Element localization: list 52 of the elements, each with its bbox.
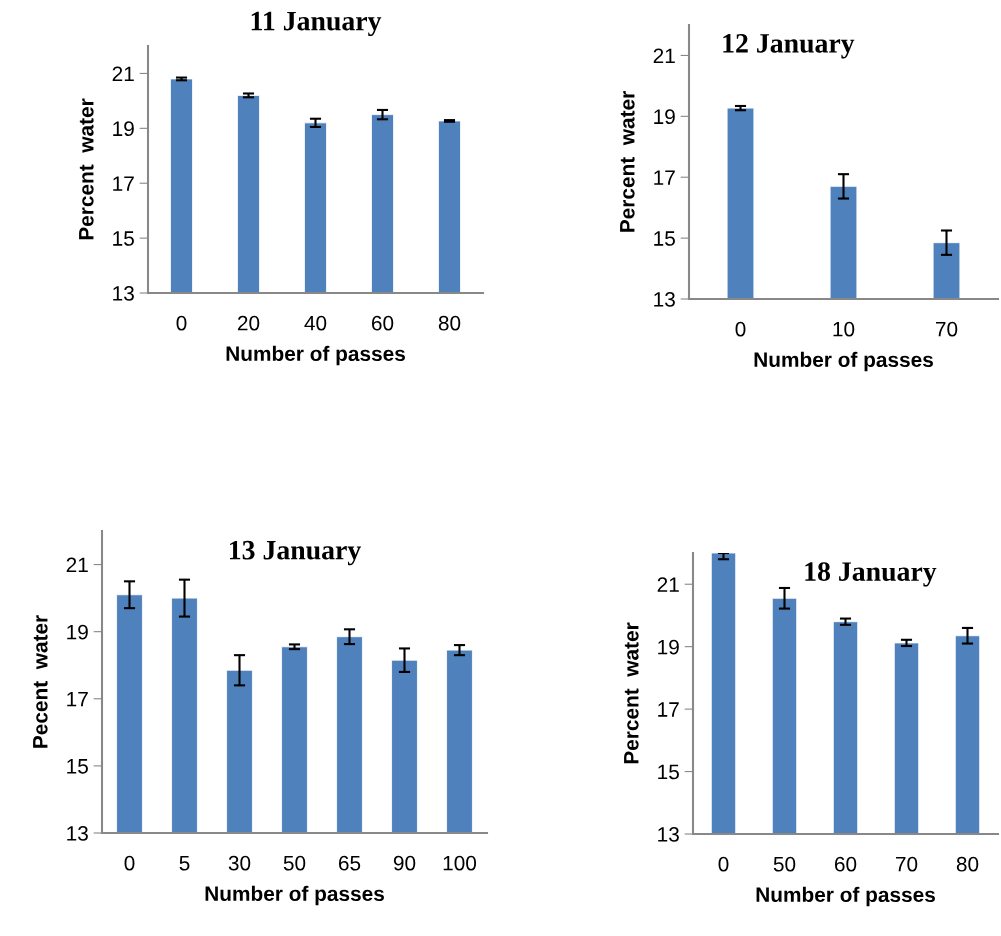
y-tick-label: 19	[658, 639, 679, 655]
y-axis-title: Percent water	[624, 622, 639, 764]
x-tick-label: 60	[371, 315, 394, 331]
x-tick-label: 5	[179, 855, 190, 871]
y-tick-label: 21	[66, 557, 88, 573]
x-tick-label: 20	[237, 315, 260, 331]
chart-title: 11 January	[251, 11, 382, 37]
x-tick-label: 50	[283, 855, 306, 871]
x-axis-title: Number of passes	[754, 351, 933, 372]
y-tick-label: 19	[113, 121, 134, 137]
x-tick-label: 50	[773, 856, 796, 872]
x-tick-label: 0	[735, 321, 746, 337]
y-tick-label: 17	[654, 170, 675, 185]
y-tick-label: 15	[654, 231, 675, 246]
y-axis-title: Percent water	[79, 98, 94, 240]
x-tick-label: 0	[176, 315, 187, 331]
x-tick-label: 60	[834, 856, 857, 872]
y-tick-label: 13	[654, 292, 675, 307]
chart-title: 12 January	[723, 34, 855, 59]
y-tick-label: 17	[113, 176, 134, 191]
y-tick-label: 13	[67, 826, 88, 841]
chart-title: 13 January	[229, 540, 361, 566]
y-tick-label: 13	[113, 286, 134, 301]
y-tick-label: 17	[67, 691, 88, 707]
x-tick-label: 70	[895, 856, 918, 872]
y-axis-title: Percent water	[620, 91, 635, 232]
x-tick-label: 10	[833, 321, 855, 337]
y-tick-label: 21	[653, 48, 675, 63]
x-axis-title: Number of passes	[226, 345, 405, 366]
y-tick-label: 17	[658, 702, 679, 717]
y-tick-label: 21	[112, 66, 134, 81]
x-tick-label: 30	[228, 855, 251, 871]
y-tick-label: 15	[67, 759, 88, 774]
x-axis-title: Number of passes	[756, 886, 935, 907]
x-tick-label: 40	[304, 315, 327, 331]
x-tick-label: 0	[718, 856, 729, 872]
x-axis-title: Number of passes	[205, 885, 384, 906]
x-tick-label: 80	[438, 315, 461, 331]
y-tick-label: 13	[658, 827, 679, 842]
y-tick-label: 15	[658, 764, 679, 780]
x-tick-label: 65	[338, 855, 361, 871]
y-tick-label: 19	[654, 109, 675, 125]
y-tick-label: 15	[113, 231, 134, 246]
y-tick-label: 21	[657, 577, 679, 592]
x-tick-label: 100	[443, 855, 477, 871]
chart-title: 18 January	[805, 562, 937, 587]
y-axis-title: Pecent water	[33, 615, 48, 748]
x-tick-label: 0	[124, 855, 135, 871]
x-tick-label: 90	[393, 855, 416, 871]
x-tick-label: 80	[956, 856, 979, 872]
y-tick-label: 19	[67, 624, 88, 640]
x-tick-label: 70	[935, 321, 958, 337]
